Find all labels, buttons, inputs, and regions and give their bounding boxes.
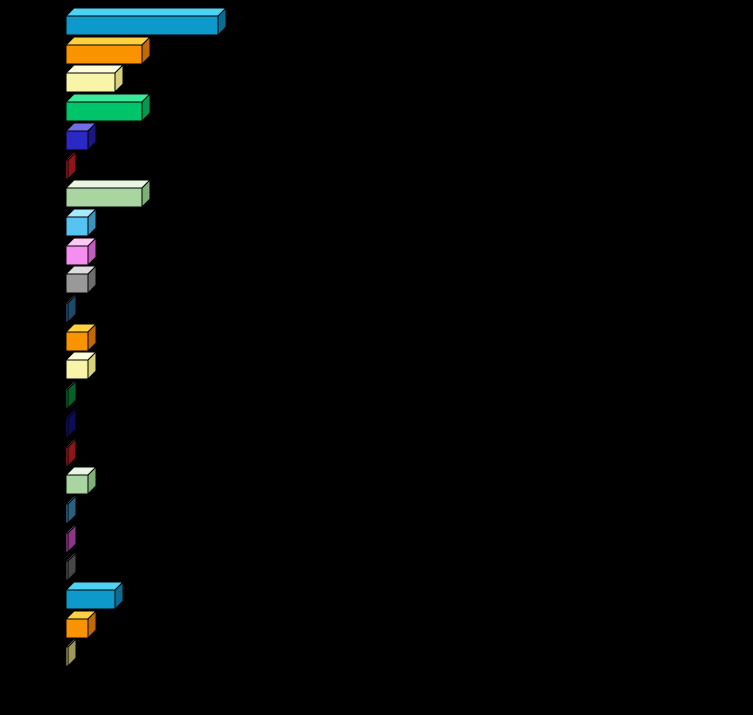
bar-13[interactable] [64, 351, 98, 381]
bar-side-face [67, 293, 77, 324]
bar-front-face [65, 589, 116, 610]
bar-7[interactable] [64, 178, 152, 209]
bar-front-face [65, 15, 219, 36]
bar-12[interactable] [64, 322, 98, 353]
bar-side-face [87, 465, 97, 496]
bar-side-face [114, 580, 124, 611]
bar-top-face [64, 581, 125, 591]
bar-side-face [67, 523, 77, 553]
bar-6[interactable] [64, 150, 78, 181]
bar-8[interactable] [64, 207, 98, 238]
bar-top-face [64, 93, 152, 103]
bar-front-face [65, 331, 89, 352]
bar-10[interactable] [64, 265, 98, 295]
bar-15[interactable] [64, 408, 78, 439]
bar-front-face [65, 187, 143, 208]
bar-side-face [67, 379, 77, 410]
bar-front-face [65, 216, 89, 237]
bar-side-face [114, 64, 124, 94]
bar-side-face [87, 322, 97, 352]
bar-3[interactable] [64, 64, 125, 94]
bar-top-face [64, 64, 125, 74]
bar-front-face [65, 618, 89, 639]
bar-18[interactable] [64, 494, 78, 525]
bar-side-face [67, 150, 77, 180]
bar-front-face [65, 101, 143, 122]
bar-side-face [87, 236, 97, 266]
bar-4[interactable] [64, 92, 152, 123]
bar-top-face [64, 179, 152, 189]
bar-16[interactable] [64, 437, 78, 468]
bar-22[interactable] [64, 609, 98, 640]
bar-side-face [67, 494, 77, 525]
bar-side-face [217, 6, 227, 37]
bar-5[interactable] [64, 121, 98, 152]
bar-20[interactable] [64, 552, 78, 582]
bar-9[interactable] [64, 236, 98, 267]
bar-side-face [67, 638, 77, 668]
bar-side-face [141, 35, 151, 65]
bar-2[interactable] [64, 35, 152, 66]
bar-front-face [65, 72, 116, 93]
bar-front-face [65, 359, 89, 380]
bar-side-face [87, 265, 97, 295]
bar-top-face [64, 7, 228, 17]
bar-1[interactable] [64, 6, 228, 37]
bar-side-face [67, 552, 77, 582]
bar-side-face [87, 351, 97, 381]
bar-side-face [141, 92, 151, 123]
bar-side-face [67, 408, 77, 439]
bar-side-face [141, 178, 151, 209]
bar-19[interactable] [64, 523, 78, 554]
bar-front-face [65, 273, 89, 294]
bar-front-face [65, 44, 143, 65]
bar-14[interactable] [64, 379, 78, 410]
bar-front-face [65, 474, 89, 495]
bar-front-face [65, 130, 89, 151]
bar-21[interactable] [64, 580, 125, 611]
bar-side-face [87, 609, 97, 639]
bar-side-face [87, 207, 97, 238]
bar-side-face [87, 121, 97, 152]
bar-11[interactable] [64, 293, 78, 324]
bar-side-face [67, 437, 77, 467]
bar-23[interactable] [64, 638, 78, 668]
bar-top-face [64, 36, 152, 46]
bar-front-face [65, 245, 89, 266]
bar-17[interactable] [64, 465, 98, 496]
